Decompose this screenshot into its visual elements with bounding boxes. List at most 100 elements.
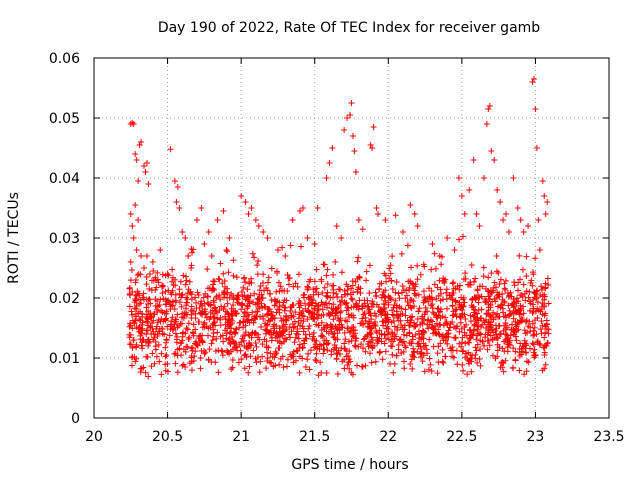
data-point [357,285,364,292]
data-point [138,330,145,337]
data-point [354,275,361,282]
data-point [497,199,504,205]
data-point [542,323,549,330]
data-point [468,331,475,338]
data-point [501,322,508,329]
data-point [388,296,395,303]
y-tick-label: 0.05 [49,111,80,127]
data-point [173,316,180,323]
data-point [189,308,196,314]
data-point [143,353,150,360]
data-point [498,360,505,367]
data-point [500,217,507,223]
data-point [382,348,389,355]
data-point [499,291,506,298]
data-point [494,303,501,310]
data-point [296,369,303,376]
data-point [508,321,515,328]
y-tick-label: 0 [71,411,80,427]
data-point [133,296,140,303]
data-point [285,275,292,282]
data-point [226,329,233,336]
data-point [478,315,485,322]
data-point [516,319,523,326]
data-point [471,278,478,285]
data-point [264,235,271,241]
data-point [346,348,353,355]
data-point [474,314,481,321]
data-point [409,313,416,320]
data-point [130,235,137,241]
data-point [224,248,231,255]
data-point [298,243,305,250]
data-point [176,205,183,211]
data-point [199,332,206,339]
data-point [267,290,274,297]
data-point [158,307,165,314]
data-point [139,313,146,320]
data-point [205,325,212,332]
data-point [281,297,288,304]
data-point [449,344,456,351]
data-point [485,337,492,344]
data-point [338,345,345,352]
data-point [245,369,252,376]
data-point [442,337,449,344]
data-point [337,315,344,322]
data-point [461,299,468,306]
data-point [180,315,187,322]
data-point [372,358,379,365]
data-point [386,265,393,272]
data-point [152,343,159,350]
data-point [276,288,283,295]
data-point [162,344,169,351]
data-point [544,275,551,282]
data-point [159,282,166,289]
data-point [274,333,281,340]
data-point [407,360,414,367]
data-point [313,350,320,357]
data-point [321,284,328,291]
data-point [542,280,549,287]
data-point [287,242,294,249]
data-point [325,340,332,347]
data-point [363,268,370,275]
data-point [227,341,234,348]
data-point [246,363,253,370]
data-point [497,364,504,371]
data-point [531,346,538,353]
data-point [496,344,503,351]
data-point [152,303,159,310]
data-point [487,313,494,320]
data-point [296,304,303,311]
data-point [516,252,523,259]
data-point [444,321,451,328]
data-point [219,332,226,339]
data-point [539,300,546,307]
data-point [347,328,354,335]
data-point [127,211,134,217]
data-point [385,318,392,325]
data-point [188,262,195,269]
data-point [444,340,451,347]
data-point [289,353,296,360]
data-point [318,312,325,319]
data-point [230,272,237,279]
data-point [294,331,301,338]
data-point [143,274,150,281]
data-point [292,309,299,316]
data-point [502,326,509,333]
data-point [300,337,307,344]
data-point [314,345,321,352]
data-point [449,302,456,309]
data-point [517,276,524,283]
data-point [443,305,450,312]
data-point [129,362,136,369]
data-point [168,278,175,285]
data-point [268,360,275,367]
data-point [355,217,362,223]
data-point [426,355,433,362]
data-point [530,341,537,348]
data-point [397,317,404,324]
data-point [387,294,394,301]
